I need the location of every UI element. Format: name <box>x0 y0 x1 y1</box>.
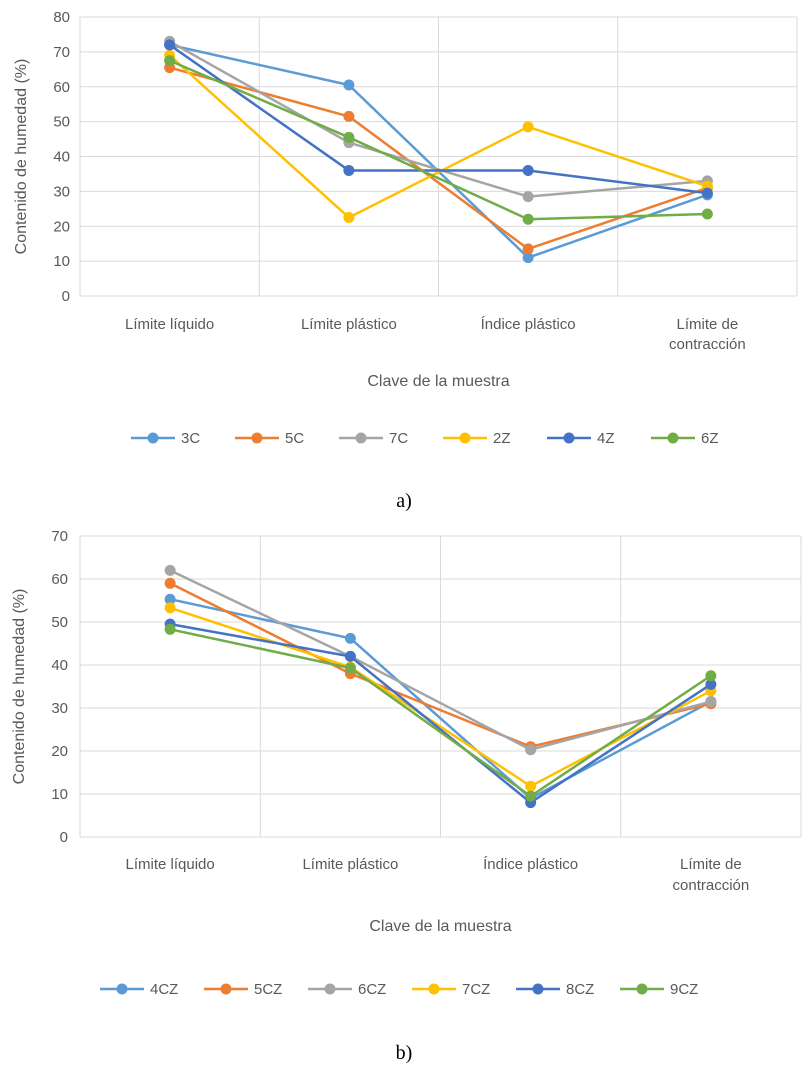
series-line-6CZ <box>169 569 712 751</box>
data-point-5CZ <box>164 577 176 589</box>
data-point-9CZ <box>705 670 717 682</box>
x-axis-title: Clave de la muestra <box>369 918 511 935</box>
legend-label-8CZ: 8CZ <box>566 981 594 998</box>
data-point-6CZ <box>164 564 176 576</box>
data-point-6Z <box>522 213 534 225</box>
data-point-5C <box>343 110 355 122</box>
legend-label-6Z: 6Z <box>701 430 719 447</box>
legend-marker-5C <box>251 432 263 444</box>
y-axis-title: Contenido de humedad (%) <box>13 59 30 255</box>
data-point-4Z <box>343 164 355 176</box>
x-tick-label: Índice plástico <box>483 856 578 873</box>
y-tick-label: 20 <box>53 218 70 235</box>
data-point-3C <box>343 79 355 91</box>
legend-marker-8CZ <box>532 983 544 995</box>
x-tick-label: Límite líquido <box>125 316 214 333</box>
y-axis-title: Contenido de humedad (%) <box>11 589 28 785</box>
data-point-4Z <box>522 164 534 176</box>
y-tick-label: 40 <box>51 657 68 674</box>
y-tick-label: 80 <box>53 9 70 26</box>
legend-marker-9CZ <box>636 983 648 995</box>
series-line-6Z <box>169 59 708 221</box>
series-line-4CZ <box>169 597 712 800</box>
x-tick-label: contracción <box>669 336 746 353</box>
legend-marker-7C <box>355 432 367 444</box>
y-tick-label: 60 <box>51 571 68 588</box>
series-line-7CZ <box>169 606 712 788</box>
figure-caption: a) <box>396 490 412 512</box>
legend-marker-2Z <box>459 432 471 444</box>
data-point-6CZ <box>705 696 717 708</box>
x-tick-label: Límite de <box>680 856 742 873</box>
data-point-2Z <box>522 121 534 133</box>
chart-b: 0 10 20 30 40 50 60 70 Límite líquido Límite plás… <box>11 528 802 1064</box>
y-tick-label: 0 <box>60 829 68 846</box>
data-point-9CZ <box>344 662 356 674</box>
legend-marker-3C <box>147 432 159 444</box>
figure-caption: b) <box>396 1042 413 1064</box>
y-tick-label: 30 <box>51 700 68 717</box>
y-tick-label: 10 <box>51 786 68 803</box>
data-point-5C <box>522 243 534 255</box>
y-tick-label: 60 <box>53 79 70 96</box>
legend-label-6CZ: 6CZ <box>358 981 386 998</box>
data-point-3C <box>522 252 534 264</box>
series-line-2Z <box>168 54 708 219</box>
x-tick-label: Límite plástico <box>301 316 397 333</box>
data-point-4Z <box>164 39 176 51</box>
x-tick-label: Límite plástico <box>302 856 398 873</box>
y-tick-label: 30 <box>53 183 70 200</box>
legend-marker-5CZ <box>220 983 232 995</box>
x-tick-label: contracción <box>673 877 750 894</box>
y-tick-label: 50 <box>53 114 70 131</box>
data-point-4CZ <box>344 632 356 644</box>
y-tick-label: 50 <box>51 614 68 631</box>
legend-marker-6CZ <box>324 983 336 995</box>
y-tick-label: 40 <box>53 149 70 166</box>
x-tick-label: Límite líquido <box>126 856 215 873</box>
legend-marker-4CZ <box>116 983 128 995</box>
legend-label-5CZ: 5CZ <box>254 981 282 998</box>
legend-marker-7CZ <box>428 983 440 995</box>
legend-marker-6Z <box>667 432 679 444</box>
series-line-9CZ <box>169 628 712 798</box>
legend-label-4CZ: 4CZ <box>150 981 178 998</box>
legend-marker-4Z <box>563 432 575 444</box>
data-point-4CZ <box>164 593 176 605</box>
data-point-9CZ <box>164 623 176 635</box>
data-point-8CZ <box>344 650 356 662</box>
data-point-6CZ <box>525 744 537 756</box>
data-point-6Z <box>701 208 713 220</box>
data-point-7C <box>522 191 534 203</box>
legend-label-7CZ: 7CZ <box>462 981 490 998</box>
data-point-4Z <box>701 187 713 199</box>
y-tick-label: 70 <box>53 44 70 61</box>
legend-label-4Z: 4Z <box>597 430 615 447</box>
data-point-6Z <box>164 55 176 67</box>
y-tick-label: 70 <box>51 528 68 545</box>
x-tick-label: Límite de <box>677 316 739 333</box>
legend-label-9CZ: 9CZ <box>670 981 698 998</box>
y-tick-label: 0 <box>62 288 70 305</box>
chart-a: 0 10 20 30 40 50 60 70 80 Límite líquido Límite pl… <box>13 9 798 512</box>
data-point-7CZ <box>525 780 537 792</box>
data-point-6Z <box>343 131 355 143</box>
legend-label-5C: 5C <box>285 430 304 447</box>
data-point-8CZ <box>705 678 717 690</box>
legend-label-2Z: 2Z <box>493 430 511 447</box>
data-point-2Z <box>343 212 355 224</box>
series-line-4Z <box>168 43 708 195</box>
legend-label-7C: 7C <box>389 430 408 447</box>
data-point-9CZ <box>525 790 537 802</box>
y-tick-label: 10 <box>53 253 70 270</box>
x-tick-label: Índice plástico <box>481 316 576 333</box>
data-point-7CZ <box>164 602 176 614</box>
y-tick-label: 20 <box>51 743 68 760</box>
legend-label-3C: 3C <box>181 430 200 447</box>
x-axis-title: Clave de la muestra <box>367 373 509 390</box>
series-line-8CZ <box>169 622 712 804</box>
